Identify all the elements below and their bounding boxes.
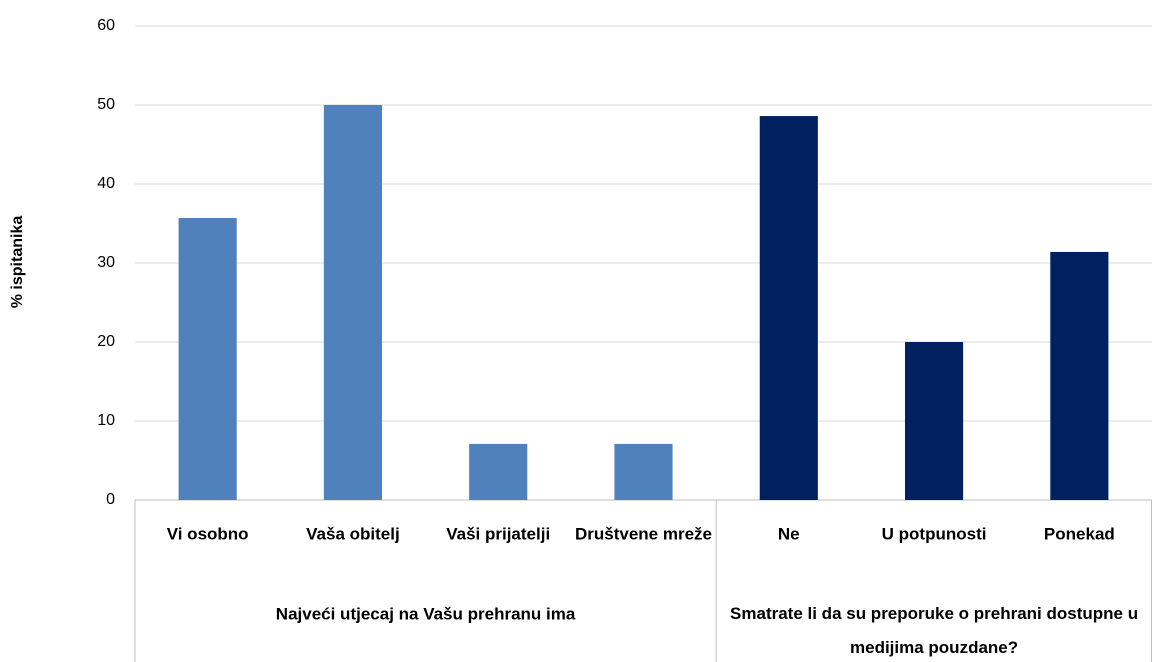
y-tick-label: 10 [97, 412, 115, 429]
x-tick-label: Ne [778, 524, 800, 543]
bar [905, 342, 964, 500]
y-tick-label: 20 [97, 333, 115, 350]
y-axis-title: % ispitanika [9, 216, 26, 309]
group-label: Smatrate li da su preporuke o prehrani d… [730, 604, 1138, 657]
bar [323, 105, 382, 500]
y-tick-label: 60 [97, 17, 115, 34]
bar [759, 116, 818, 500]
bar [614, 443, 673, 500]
x-tick-label: Vi osobno [167, 524, 249, 543]
x-tick-label: Ponekad [1044, 524, 1115, 543]
x-tick-label: Vaša obitelj [306, 524, 400, 543]
x-tick-label: Društvene mreže [575, 524, 712, 543]
y-tick-label: 30 [97, 254, 115, 271]
y-tick-label: 50 [97, 96, 115, 113]
y-tick-label: 40 [97, 175, 115, 192]
y-tick-label: 0 [106, 491, 115, 508]
x-tick-label: Vaši prijatelji [446, 524, 550, 543]
bar [1050, 251, 1109, 500]
group-label: Najveći utjecaj na Vašu prehranu ima [276, 604, 576, 623]
x-tick-label: U potpunosti [882, 524, 987, 543]
bar [469, 443, 528, 500]
bar [178, 217, 237, 500]
